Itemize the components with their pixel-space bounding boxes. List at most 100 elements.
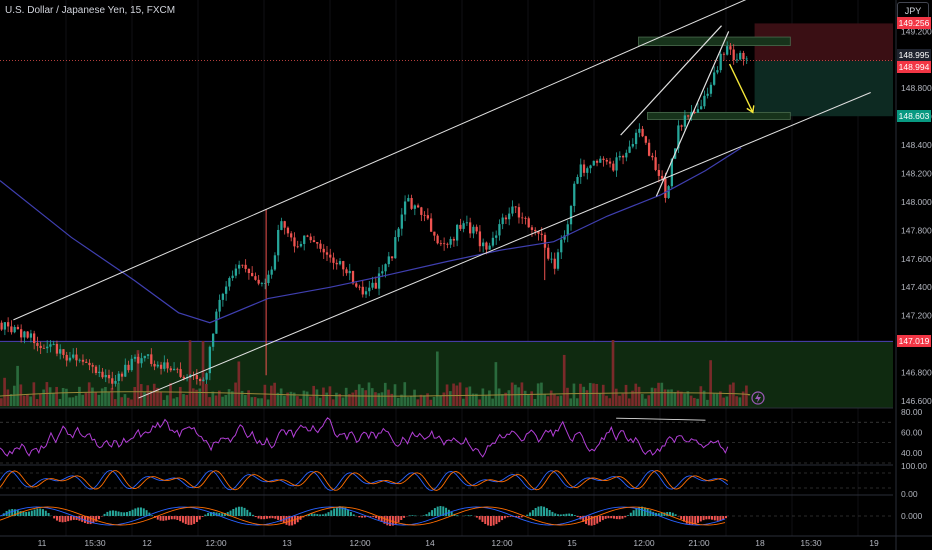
macd-bar	[145, 510, 148, 516]
candle-body	[547, 247, 550, 259]
volume-bar	[676, 390, 680, 406]
macd-bar	[193, 516, 196, 524]
volume-bars	[0, 340, 748, 406]
volume-bar	[367, 382, 371, 406]
price-tick-label: 146.600	[901, 396, 932, 406]
macd-bar	[358, 516, 361, 518]
candle-body	[124, 364, 127, 377]
candle-body	[335, 262, 338, 265]
macd-bar	[67, 516, 70, 522]
volume-bar	[543, 394, 547, 406]
macd-bar	[243, 507, 246, 516]
macd-bar	[713, 516, 716, 521]
volume-ma	[0, 391, 751, 397]
macd-bar	[187, 516, 190, 525]
volume-bar	[120, 397, 124, 406]
macd-bar	[109, 510, 112, 516]
candle-body	[293, 237, 296, 247]
candle-body	[501, 217, 504, 225]
macd-bar	[450, 511, 453, 516]
macd-bar	[669, 512, 672, 516]
candle-body	[75, 354, 78, 361]
macd-bar	[167, 516, 170, 520]
volume-bar	[458, 382, 462, 406]
candle-body	[224, 286, 228, 294]
macd-bar	[134, 508, 137, 516]
candle-body	[576, 176, 579, 184]
volume-bar	[426, 393, 429, 406]
volume-bar	[348, 394, 351, 406]
candle-body	[693, 111, 696, 113]
candle-body	[670, 158, 674, 187]
candle-body	[62, 349, 65, 355]
macd-bar	[548, 510, 551, 516]
candle-body	[312, 240, 316, 243]
volume-bar	[175, 397, 179, 406]
volume-bar	[419, 394, 423, 406]
macd-bar	[148, 512, 151, 516]
volume-bar	[279, 388, 283, 406]
macd-bar	[724, 516, 727, 519]
macd-bar	[708, 516, 711, 520]
price-tick-label: 147.200	[901, 311, 932, 321]
candle-body	[472, 226, 475, 234]
candle-body	[713, 72, 716, 85]
macd-bar	[688, 516, 691, 525]
macd-bar	[529, 512, 532, 516]
candle-body	[117, 373, 120, 381]
volume-bar	[621, 393, 625, 406]
macd-bar	[540, 506, 543, 516]
time-tick-label: 12:00	[205, 538, 227, 548]
candle-body	[296, 246, 299, 248]
volume-bar	[468, 386, 472, 406]
stoch-d-line	[0, 470, 729, 491]
candle-body	[218, 299, 221, 312]
macd-bar	[341, 506, 344, 516]
macd-bar	[638, 506, 641, 516]
volume-bar	[162, 399, 166, 406]
candle-body	[433, 231, 436, 236]
volume-bar	[149, 390, 153, 406]
volume-bar	[143, 391, 146, 406]
macd-bar	[383, 516, 386, 524]
candle-body	[348, 270, 351, 274]
macd-bar	[330, 510, 333, 516]
candle-body	[238, 264, 241, 269]
macd-bar	[492, 516, 495, 526]
macd-bar	[551, 511, 554, 516]
volume-bar	[387, 389, 390, 406]
volume-bar	[305, 391, 309, 406]
candle-body	[384, 264, 387, 272]
volume-bar	[104, 387, 107, 406]
macd-bar	[632, 510, 635, 516]
time-tick-label: 18	[755, 538, 765, 548]
volume-bar	[435, 351, 439, 406]
macd-bar	[604, 516, 607, 519]
macd-bar	[268, 516, 271, 519]
candle-body	[322, 248, 325, 253]
candle-body	[605, 159, 608, 162]
macd-bar	[487, 516, 490, 526]
candle-body	[280, 221, 283, 230]
volume-bar	[686, 391, 690, 406]
volume-bar	[699, 386, 703, 406]
macd-bar	[719, 516, 722, 521]
volume-bar	[244, 394, 247, 406]
macd-bar	[422, 515, 425, 516]
macd-bar	[277, 516, 280, 520]
candle-body	[215, 311, 218, 334]
volume-bar	[712, 393, 716, 406]
wedge-lower-line	[655, 31, 730, 197]
volume-bar	[263, 384, 267, 406]
volume-bar	[696, 398, 699, 406]
volume-bar	[582, 386, 586, 406]
macd-bar	[274, 516, 277, 519]
volume-bar	[647, 395, 651, 406]
rsi-tick-label: 40.00	[901, 448, 923, 458]
macd-bar	[235, 507, 238, 516]
volume-bar	[497, 388, 501, 406]
volume-bar	[449, 391, 452, 406]
candle-body	[745, 58, 748, 60]
macd-bar	[596, 516, 599, 524]
